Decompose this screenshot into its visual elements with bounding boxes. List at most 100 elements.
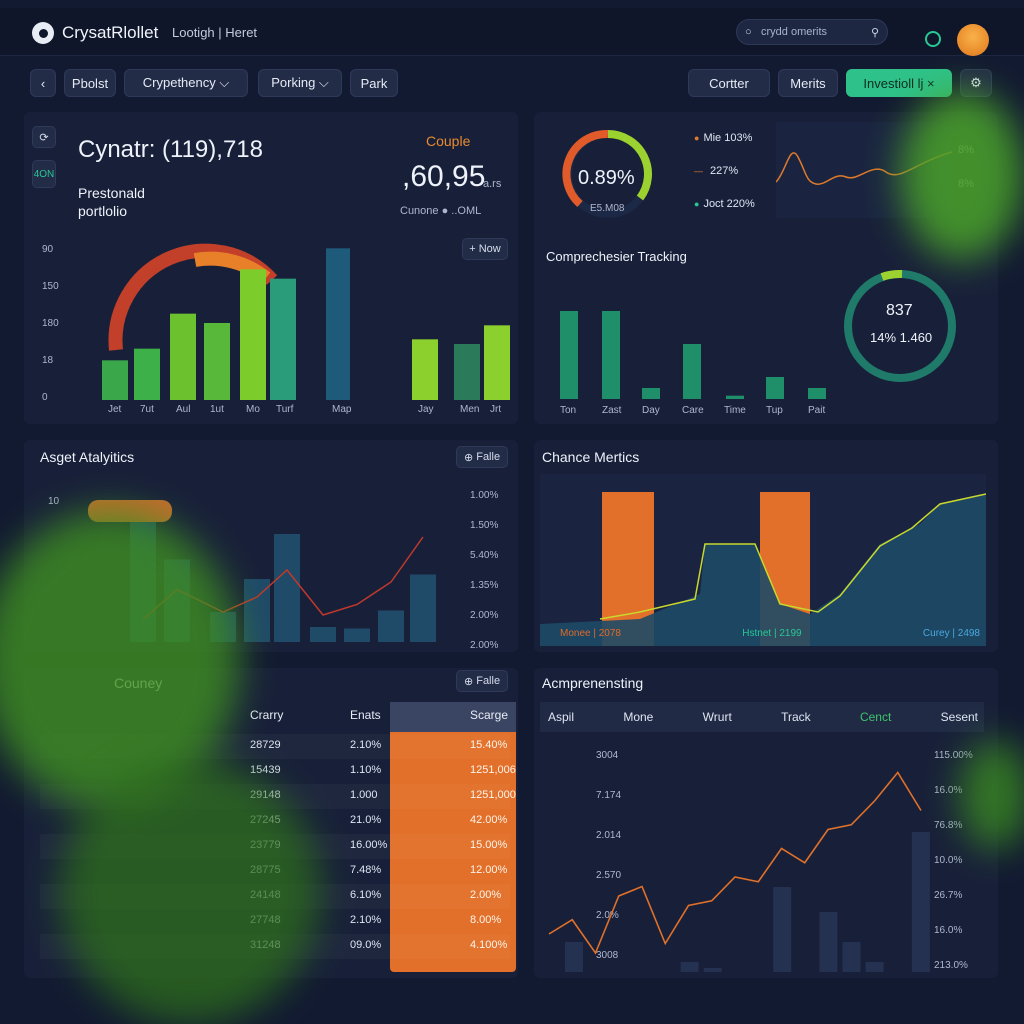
line-series bbox=[548, 771, 922, 955]
back-button[interactable]: ‹ bbox=[30, 69, 56, 97]
table-cell: 1.10% bbox=[350, 764, 382, 776]
x-tick-label: Map bbox=[332, 404, 352, 415]
bar bbox=[130, 522, 156, 642]
investment-button[interactable]: Investioll lj × bbox=[846, 69, 952, 97]
comp-header-cell[interactable]: Wrurt bbox=[702, 710, 732, 724]
sparkline-chart bbox=[776, 122, 952, 218]
analytics-filter-button[interactable]: ⊕ Falle bbox=[456, 446, 508, 468]
merits-button[interactable]: Merits bbox=[778, 69, 838, 97]
table-cell: 29148 bbox=[250, 789, 281, 801]
portfolio-value: Cynatr: (119),718 bbox=[78, 136, 263, 163]
comp-header-cell[interactable]: Sesent bbox=[940, 710, 978, 724]
table-header: Crarry Enats Scarge bbox=[40, 708, 510, 734]
table-cell: 7.48% bbox=[350, 864, 382, 876]
x-tick-label: Zast bbox=[602, 405, 622, 416]
bar bbox=[310, 627, 336, 642]
analytics-chart: 10 1.00% 1.50% 5.40% 1.35% 2.00% 2.00% bbox=[48, 490, 498, 650]
table-row[interactable]: 24148 6.10% 2.00% bbox=[40, 884, 510, 909]
bar bbox=[326, 248, 350, 400]
bar bbox=[210, 612, 236, 642]
change-area-chart bbox=[540, 474, 986, 646]
table-cell: 21.0% bbox=[350, 814, 382, 826]
bar bbox=[344, 628, 370, 642]
search-submit-icon[interactable]: ⚲ bbox=[870, 27, 879, 39]
highlight-pill bbox=[88, 500, 172, 522]
table-row[interactable]: 31248 09.0% 4.100% bbox=[40, 934, 510, 959]
legend-label: Joct 220% bbox=[703, 198, 755, 210]
currency-table: Crarry Enats Scarge 28729 2.10% 15.40% 15439 1.… bbox=[40, 708, 516, 959]
bar bbox=[410, 574, 436, 642]
breadcrumb[interactable]: Lootigh | Heret bbox=[172, 25, 258, 40]
table-row[interactable]: 28729 2.10% 15.40% bbox=[40, 734, 510, 759]
x-tick-label: Jet bbox=[108, 404, 122, 415]
table-cell: 1.000 bbox=[350, 789, 378, 801]
table-row[interactable]: 29148 1.000 1251,000 bbox=[40, 784, 516, 809]
table-row[interactable]: 27245 21.0% 42.00% bbox=[40, 809, 510, 834]
add-now-button[interactable]: + Now bbox=[462, 238, 508, 260]
y-right-tick-label: 1.50% bbox=[470, 520, 498, 531]
y-right-tick-label: 16.0% bbox=[934, 785, 963, 796]
notification-icon[interactable] bbox=[925, 31, 941, 47]
y-tick-label: 90 bbox=[42, 244, 54, 255]
y-right-tick-label: 115.00% bbox=[934, 750, 973, 761]
table-row[interactable]: 15439 1.10% 1251,006 bbox=[40, 759, 516, 784]
table-cell: 15439 bbox=[250, 764, 281, 776]
search-input[interactable]: ○ crydd omerits ⚲ bbox=[736, 19, 888, 45]
donut-sub: 14% 1.460 bbox=[870, 330, 933, 345]
comp-header-cell[interactable]: Cenct bbox=[859, 710, 892, 724]
pbolst-button[interactable]: Pbolst bbox=[64, 69, 116, 97]
x-tick-label: Men bbox=[460, 404, 479, 415]
table-row[interactable]: 27748 2.10% 8.00% bbox=[40, 909, 510, 934]
portfolio-subtitle-1: Prestonald bbox=[78, 185, 145, 201]
top-bar: CrysatRlollet Lootigh | Heret ○ crydd om… bbox=[0, 8, 1024, 56]
table-row[interactable]: 28775 7.48% 12.00% bbox=[40, 859, 510, 884]
comp-header: Aspil Mone Wrurt Track Cenct Sesent bbox=[548, 710, 978, 724]
app-logo-icon bbox=[32, 22, 54, 44]
cortter-button[interactable]: Cortter bbox=[688, 69, 770, 97]
filter-icon: ⊕ bbox=[463, 451, 474, 464]
porking-dropdown[interactable]: Porking ⌵ bbox=[258, 69, 342, 97]
table-cell: 28729 bbox=[250, 739, 281, 751]
bar bbox=[683, 344, 701, 399]
cryptocurrency-dropdown[interactable]: Crypethency ⌵ bbox=[124, 69, 248, 97]
table-cell: 28775 bbox=[250, 864, 281, 876]
park-button[interactable]: Park bbox=[350, 69, 398, 97]
x-tick-label: Jrt bbox=[490, 404, 501, 415]
legend-item: Hstnet | 2199 bbox=[742, 628, 802, 639]
tracking-chart-marks: TonZastDayCareTimeTupPaitVeZont bbox=[560, 311, 826, 416]
avatar[interactable] bbox=[957, 24, 989, 56]
currency-title: Couney bbox=[114, 675, 163, 691]
legend-dot-icon: ● bbox=[694, 133, 700, 143]
comp-header-cell[interactable]: Aspil bbox=[548, 710, 575, 724]
bar bbox=[819, 912, 838, 972]
gauge-sub: E5.M08 bbox=[590, 203, 625, 214]
y-left-tick-label: 3008 bbox=[596, 950, 619, 961]
table-cell: 1251,006 bbox=[470, 764, 516, 776]
x-tick-label: Jay bbox=[418, 404, 434, 415]
couple-value: ,60,95 bbox=[402, 160, 486, 193]
bar bbox=[726, 395, 744, 399]
bar bbox=[865, 962, 884, 972]
table-cell: 1251,000 bbox=[470, 789, 516, 801]
refresh-icon[interactable]: ⟳ bbox=[32, 126, 56, 148]
donut-value: 837 bbox=[886, 302, 913, 319]
x-tick-label: 1ut bbox=[210, 404, 224, 415]
y-left-tick-label: 7.174 bbox=[596, 790, 622, 801]
y-right-tick-label: 16.0% bbox=[934, 925, 963, 936]
bar bbox=[680, 962, 699, 972]
comp-header-cell[interactable]: Mone bbox=[623, 710, 654, 724]
currency-filter-button[interactable]: ⊕ Falle bbox=[456, 670, 508, 692]
comp-header-cell[interactable]: Track bbox=[781, 710, 811, 724]
scarge-header-bg bbox=[390, 702, 516, 732]
y-left-tick-label: 2.0% bbox=[596, 910, 619, 921]
bar bbox=[164, 559, 190, 642]
bar bbox=[170, 313, 196, 400]
x-tick-label: Aul bbox=[176, 404, 190, 415]
legend-dot-icon: ● bbox=[694, 199, 700, 209]
settings-icon[interactable]: ⚙ bbox=[960, 69, 992, 97]
bar bbox=[134, 348, 160, 400]
y-right-tick-label: 2.00% bbox=[470, 610, 498, 621]
table-row[interactable]: 23779 16.00% 15.00% bbox=[40, 834, 510, 859]
toggle-button[interactable]: 4ON bbox=[32, 160, 56, 188]
couple-unit: a.rs bbox=[483, 178, 502, 190]
